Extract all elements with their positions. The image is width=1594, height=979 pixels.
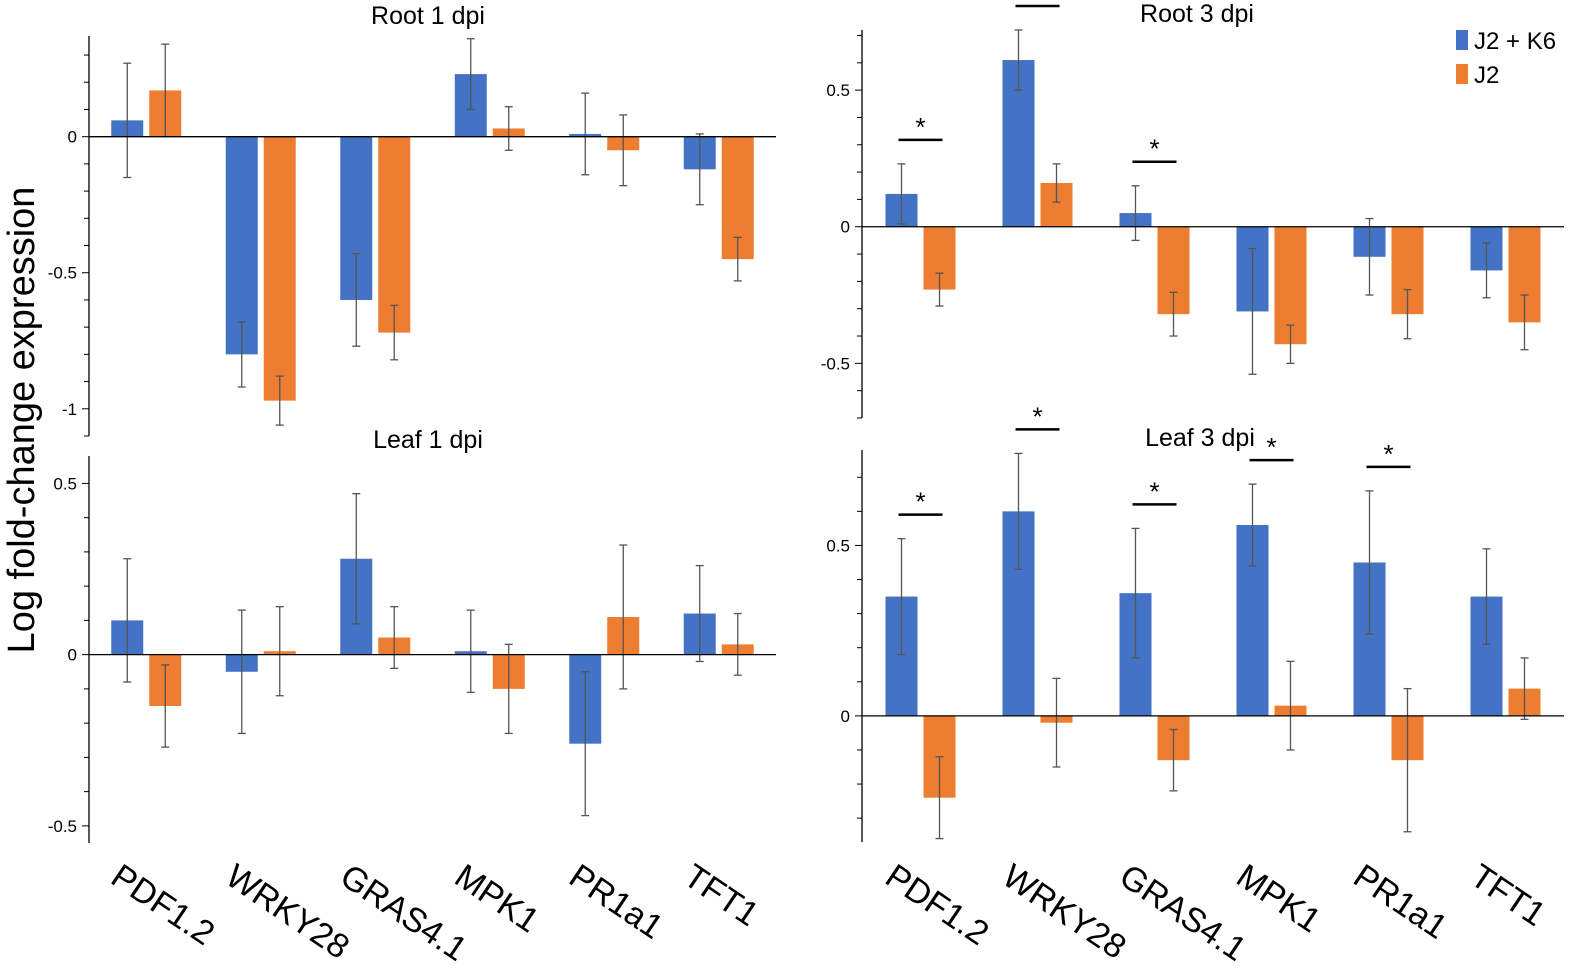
significance-gras4-1: * xyxy=(1132,476,1177,506)
category-label-wrky28: WRKY28 xyxy=(219,857,356,967)
significance-star: * xyxy=(915,487,925,517)
category-label-pdf1-2: PDF1.2 xyxy=(104,857,221,953)
bar-j2-k6-wrky28 xyxy=(225,136,258,355)
significance-wrky28: * xyxy=(1015,0,1060,8)
significance-star: * xyxy=(1032,0,1042,8)
category-label-pdf1-2: PDF1.2 xyxy=(879,857,996,953)
y-axis-label: Log fold-change expression xyxy=(1,187,43,654)
y-tick-label: 0 xyxy=(68,646,77,665)
category-label-mpk1: MPK1 xyxy=(1230,857,1328,940)
significance-pr1a1: * xyxy=(1366,439,1411,469)
category-label-pr1a1: PR1a1 xyxy=(562,857,669,947)
legend-swatch-j2 xyxy=(1456,64,1468,84)
bars xyxy=(111,493,754,817)
category-label-wrky28: WRKY28 xyxy=(996,857,1133,967)
significance-star: * xyxy=(1149,134,1159,164)
y-tick-label: 0.5 xyxy=(826,81,850,100)
significance-star: * xyxy=(915,112,925,142)
bar-j2-wrky28 xyxy=(263,136,296,401)
panel-leaf-1-dpi: Leaf 1 dpi 0.5 0 -0.5 xyxy=(48,426,776,843)
significance-star: * xyxy=(1383,439,1393,469)
panel-root-1-dpi: Root 1 dpi 0 -0.5 -1 xyxy=(48,2,776,437)
bars xyxy=(111,38,754,426)
bar-j2-gras4-1 xyxy=(378,136,411,333)
bars xyxy=(885,452,1541,840)
legend-label-j2: J2 xyxy=(1474,62,1499,89)
significance-pdf1-2: * xyxy=(898,112,943,142)
y-tick-label: 0.5 xyxy=(53,474,77,493)
panel-title: Leaf 3 dpi xyxy=(1145,424,1255,452)
panel-title: Leaf 1 dpi xyxy=(373,426,483,454)
significance-wrky28: * xyxy=(1015,401,1060,431)
category-label-gras4-1: GRAS4.1 xyxy=(1113,857,1253,969)
y-tick-label: 0 xyxy=(841,218,850,237)
panel-title: Root 3 dpi xyxy=(1140,0,1254,28)
y-tick-label: 0 xyxy=(68,128,77,147)
y-tick-label: -1 xyxy=(62,400,77,419)
significance-gras4-1: * xyxy=(1132,134,1177,164)
y-tick-label: 0.5 xyxy=(826,536,850,555)
panel-root-3-dpi: Root 3 dpi 0.5 0 -0.5 * * * xyxy=(821,0,1564,419)
category-label-pr1a1: PR1a1 xyxy=(1347,857,1454,947)
category-label-tft1: TFT1 xyxy=(1464,857,1553,934)
y-tick-label: -0.5 xyxy=(821,354,850,373)
category-label-gras4-1: GRAS4.1 xyxy=(333,857,473,969)
bars xyxy=(885,29,1541,375)
significance-star: * xyxy=(1149,476,1159,506)
legend-label-j2-k6: J2 + K6 xyxy=(1474,28,1556,55)
y-tick-label: -0.5 xyxy=(48,817,77,836)
category-label-mpk1: MPK1 xyxy=(448,857,546,940)
significance-mpk1: * xyxy=(1249,432,1294,462)
y-tick-label: -0.5 xyxy=(48,264,77,283)
significance-star: * xyxy=(1032,401,1042,431)
significance-star: * xyxy=(1266,432,1276,462)
legend-swatch-j2-k6 xyxy=(1456,30,1468,50)
panel-leaf-3-dpi: Leaf 3 dpi 0.5 0 * * * * * xyxy=(826,401,1564,842)
panel-title: Root 1 dpi xyxy=(371,2,485,30)
category-label-tft1: TFT1 xyxy=(677,857,766,934)
legend: J2 + K6 J2 xyxy=(1456,28,1556,89)
significance-pdf1-2: * xyxy=(898,487,943,517)
y-tick-label: 0 xyxy=(841,707,850,726)
